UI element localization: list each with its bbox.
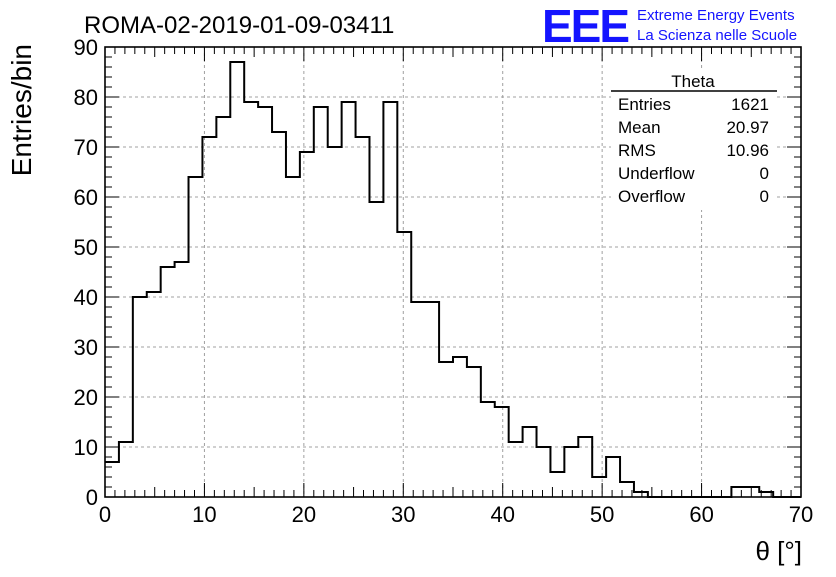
stats-box-background — [611, 70, 777, 210]
stats-value: 1621 — [731, 95, 769, 114]
x-tick-label: 0 — [99, 502, 111, 527]
stats-value: 0 — [760, 164, 769, 183]
y-tick-label: 60 — [74, 185, 98, 210]
stats-box: Theta Entries 1621 Mean 20.97 RMS 10.96 Underf… — [611, 70, 777, 210]
histogram-bin — [244, 102, 258, 497]
eee-logo: EEE Extreme Energy Events La Scienza nel… — [542, 0, 797, 52]
stats-label: Mean — [618, 118, 661, 137]
stats-box-title: Theta — [671, 72, 715, 91]
org-name-line1: Extreme Energy Events — [637, 7, 795, 24]
histogram-bin — [425, 302, 439, 497]
histogram-bin — [411, 302, 425, 497]
x-tick-label: 40 — [490, 502, 514, 527]
x-tick-labels: 0 10 20 30 40 50 60 70 — [99, 502, 813, 527]
x-tick-label: 10 — [192, 502, 216, 527]
y-tick-labels: 0 10 20 30 40 50 60 70 80 90 — [74, 35, 98, 510]
histogram-bin — [523, 427, 537, 497]
stats-rows: Entries 1621 Mean 20.97 RMS 10.96 Underflow 0 Ov… — [618, 95, 769, 206]
chart-title: ROMA-02-2019-01-09-03411 — [84, 12, 394, 39]
histogram-bin — [439, 362, 453, 497]
histogram-bin — [147, 292, 161, 497]
histogram-bin — [592, 477, 606, 497]
stats-value: 10.96 — [726, 141, 769, 160]
histogram-bin — [453, 357, 467, 497]
histogram-bin — [564, 447, 578, 497]
histogram-bin — [189, 177, 203, 497]
histogram-line — [105, 61, 801, 498]
histogram-bin — [369, 202, 383, 497]
histogram-bin — [383, 102, 397, 497]
y-tick-label: 40 — [74, 285, 98, 310]
histogram-bin — [133, 297, 147, 497]
histogram-bin — [606, 457, 620, 497]
histogram-bin — [328, 147, 342, 497]
histogram-bin — [161, 267, 175, 497]
y-tick-label: 20 — [74, 385, 98, 410]
x-tick-label: 50 — [590, 502, 614, 527]
histogram-bin — [216, 117, 230, 497]
y-tick-label: 0 — [86, 485, 98, 510]
y-tick-label: 50 — [74, 235, 98, 260]
histogram-bin — [342, 102, 356, 497]
histogram-bin — [731, 487, 745, 497]
y-tick-label: 80 — [74, 85, 98, 110]
histogram-bin — [300, 152, 314, 497]
stats-label: Underflow — [618, 164, 695, 183]
stats-label: Overflow — [618, 187, 686, 206]
histogram-bin — [537, 447, 551, 497]
histogram-bin — [202, 137, 216, 497]
stats-value: 0 — [760, 187, 769, 206]
x-tick-label: 70 — [789, 502, 813, 527]
histogram-bin — [467, 367, 481, 497]
histogram-series — [105, 61, 801, 498]
y-tick-label: 90 — [74, 35, 98, 60]
x-tick-label: 20 — [292, 502, 316, 527]
histogram-bin — [509, 442, 523, 497]
histogram-bin — [578, 437, 592, 497]
eee-logo-text: EEE — [542, 0, 628, 52]
histogram-bin — [286, 177, 300, 497]
histogram-bin — [175, 262, 189, 497]
x-axis-label: θ [°] — [755, 536, 802, 566]
y-tick-label: 70 — [74, 135, 98, 160]
x-tick-label: 60 — [689, 502, 713, 527]
histogram-bin — [272, 132, 286, 497]
histogram-bin — [745, 487, 759, 497]
y-tick-label: 30 — [74, 335, 98, 360]
histogram-bin — [481, 402, 495, 497]
histogram-bin — [495, 407, 509, 497]
y-axis-label: Entries/bin — [6, 44, 37, 176]
stats-value: 20.97 — [726, 118, 769, 137]
stats-label: Entries — [618, 95, 671, 114]
histogram-bin — [230, 62, 244, 497]
x-tick-label: 30 — [391, 502, 415, 527]
y-tick-label: 10 — [74, 435, 98, 460]
histogram-bin — [258, 107, 272, 497]
histogram-bin — [356, 137, 370, 497]
histogram-bin — [314, 107, 328, 497]
stats-label: RMS — [618, 141, 656, 160]
plot-frame — [104, 46, 802, 498]
histogram-bin — [119, 442, 133, 497]
org-name-line2: La Scienza nelle Scuole — [637, 27, 797, 44]
histogram-bin — [397, 232, 411, 497]
